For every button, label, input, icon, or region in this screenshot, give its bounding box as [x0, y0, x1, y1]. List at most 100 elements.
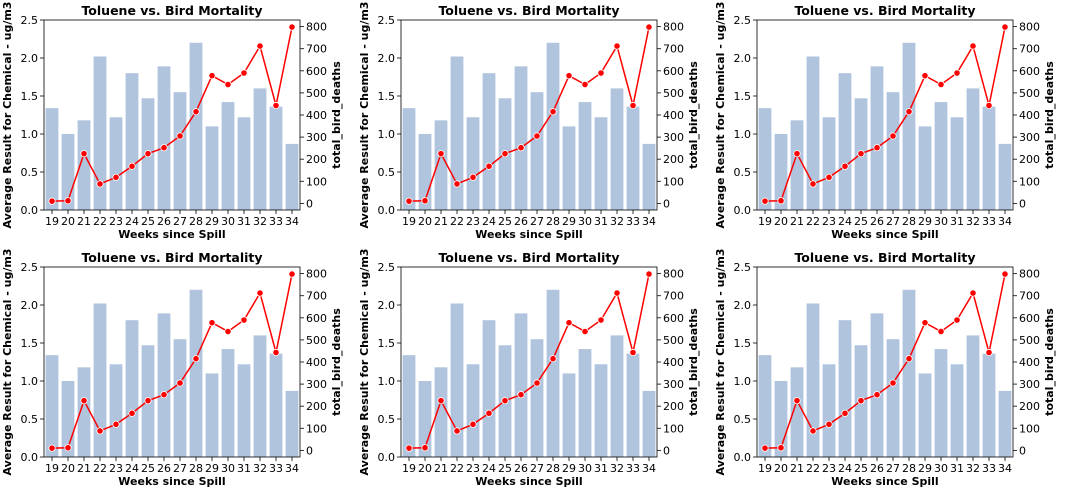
y-axis-label: Average Result for Chemical - ug/m3 — [714, 2, 727, 229]
bar — [402, 355, 416, 457]
x-tick-label: 31 — [950, 462, 964, 475]
bar — [253, 88, 267, 210]
y-tick-label: 1.5 — [734, 90, 752, 103]
x-tick-label: 19 — [45, 215, 59, 228]
bar — [482, 320, 496, 457]
bar — [189, 42, 203, 210]
x-tick-label: 26 — [157, 215, 171, 228]
chart-title: Toluene vs. Bird Mortality — [794, 250, 975, 265]
mortality-point — [160, 144, 168, 152]
x-axis-label: Weeks since Spill — [475, 475, 582, 488]
mortality-point — [937, 327, 945, 336]
mortality-point — [985, 348, 993, 357]
x-tick-label: 24 — [838, 215, 852, 228]
x-tick-label: 25 — [854, 215, 868, 228]
bar — [221, 349, 235, 457]
mortality-point — [857, 397, 865, 405]
bar — [902, 42, 916, 210]
x-tick-label: 22 — [806, 215, 820, 228]
x-tick-label: 19 — [402, 215, 416, 228]
x-tick-label: 20 — [61, 215, 75, 228]
x-tick-label: 19 — [402, 462, 416, 475]
y-tick-label: 1.5 — [734, 337, 752, 350]
bar — [790, 120, 804, 210]
mortality-point — [256, 42, 264, 50]
mortality-point — [1001, 270, 1009, 278]
mortality-point — [112, 173, 120, 181]
subplot-6: 0.0 0.5 1.0 1.5 2.0 2.5 0 100 200 300 400 500 600 700… — [714, 249, 1056, 488]
x-tick-label: 33 — [982, 215, 996, 228]
y2-axis-label: total_bird_deaths — [1043, 308, 1056, 416]
x-tick-label: 25 — [498, 462, 512, 475]
mortality-point — [96, 180, 104, 188]
bar — [838, 320, 852, 457]
y-tick-label: 0.0 — [378, 451, 396, 464]
y2-tick-label: 800 — [1019, 268, 1040, 281]
mortality-point — [761, 197, 769, 205]
mortality-point — [405, 444, 413, 452]
x-tick-label: 32 — [253, 215, 267, 228]
mortality-point — [793, 150, 801, 158]
x-tick-label: 21 — [790, 215, 804, 228]
bar — [626, 353, 640, 457]
x-tick-label: 22 — [93, 215, 107, 228]
bar — [253, 335, 267, 457]
y2-axis-label: total_bird_deaths — [330, 61, 343, 169]
bar — [125, 320, 139, 457]
x-tick-label: 21 — [77, 462, 91, 475]
x-tick-label: 27 — [173, 215, 187, 228]
y-tick-label: 1.0 — [734, 128, 752, 141]
bar — [578, 349, 592, 457]
bar — [886, 339, 900, 457]
y2-tick-label: 500 — [663, 87, 684, 100]
mortality-point — [953, 316, 961, 324]
y-tick-label: 2.5 — [378, 261, 396, 274]
y2-tick-label: 600 — [1019, 65, 1040, 78]
bar — [642, 143, 656, 210]
mortality-point — [629, 101, 637, 110]
bar — [822, 117, 836, 210]
mortality-point — [809, 180, 817, 188]
x-tick-label: 23 — [822, 215, 836, 228]
mortality-point — [937, 80, 945, 89]
y-tick-label: 1.0 — [378, 128, 396, 141]
y2-tick-label: 800 — [306, 21, 327, 34]
mortality-point — [565, 72, 573, 80]
bar — [221, 102, 235, 210]
y2-tick-label: 100 — [1019, 422, 1040, 435]
x-tick-label: 34 — [285, 462, 299, 475]
subplot-1: 0.0 0.5 1.0 1.5 2.0 2.5 0 100 200 300 400 500 600 700… — [1, 2, 343, 241]
x-tick-label: 32 — [610, 462, 624, 475]
mortality-point — [873, 144, 881, 152]
x-tick-label: 24 — [125, 215, 139, 228]
x-tick-label: 24 — [125, 462, 139, 475]
bar — [578, 102, 592, 210]
x-tick-label: 28 — [546, 462, 560, 475]
x-tick-label: 34 — [285, 215, 299, 228]
mortality-point — [437, 150, 445, 158]
mortality-point — [485, 162, 493, 170]
y2-tick-label: 300 — [663, 131, 684, 144]
chart-title: Toluene vs. Bird Mortality — [438, 250, 619, 265]
x-tick-label: 32 — [966, 215, 980, 228]
x-tick-label: 26 — [870, 215, 884, 228]
y2-tick-label: 400 — [663, 109, 684, 122]
y2-tick-label: 300 — [663, 378, 684, 391]
mortality-point — [613, 42, 621, 50]
bar — [93, 56, 107, 211]
x-tick-label: 29 — [205, 462, 219, 475]
mortality-point — [533, 132, 541, 140]
y2-tick-label: 500 — [306, 334, 327, 347]
y2-tick-label: 100 — [663, 175, 684, 188]
y-tick-label: 1.0 — [378, 375, 396, 388]
mortality-point — [597, 69, 605, 77]
bar — [530, 339, 544, 457]
mortality-point — [921, 72, 929, 80]
x-tick-label: 34 — [998, 462, 1012, 475]
bar — [285, 143, 299, 210]
mortality-point — [645, 270, 653, 278]
x-tick-label: 22 — [450, 462, 464, 475]
y-tick-label: 1.5 — [378, 90, 396, 103]
x-tick-label: 31 — [950, 215, 964, 228]
